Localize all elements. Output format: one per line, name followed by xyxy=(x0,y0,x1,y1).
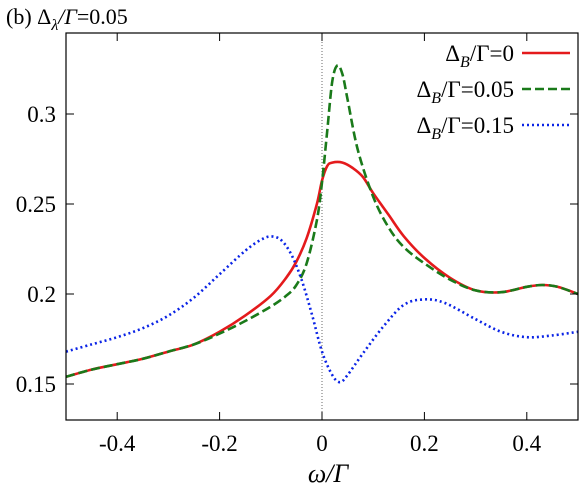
series-lines xyxy=(66,63,578,384)
legend-label-0: ΔB/Γ=0 xyxy=(445,41,514,71)
legend: ΔB/Γ=0 ΔB/Γ=0.05 ΔB/Γ=0.15 xyxy=(417,41,570,143)
series-line-1 xyxy=(66,63,578,379)
series-line-2 xyxy=(66,235,578,384)
y-tick-label: 0.25 xyxy=(16,192,56,217)
y-tick-label: 0.2 xyxy=(27,282,56,307)
series-line-0 xyxy=(66,160,578,379)
x-tick-label: 0.4 xyxy=(512,431,541,456)
legend-label-2: ΔB/Γ=0.15 xyxy=(417,113,515,143)
x-axis-label: ω/Γ xyxy=(308,459,350,487)
axis-ticks: -0.4 -0.2 0 0.2 0.4 0.15 0.2 0.25 0.3 xyxy=(16,33,578,456)
legend-label-1: ΔB/Γ=0.05 xyxy=(417,77,515,107)
x-tick-label: -0.2 xyxy=(201,431,237,456)
y-tick-label: 0.3 xyxy=(27,102,56,127)
y-tick-label: 0.15 xyxy=(16,372,56,397)
panel-title: (b) Δλ/Γ=0.05 xyxy=(6,4,128,34)
x-tick-label: 0.2 xyxy=(410,431,439,456)
x-tick-label: -0.4 xyxy=(99,431,136,456)
x-tick-label: 0 xyxy=(316,431,328,456)
